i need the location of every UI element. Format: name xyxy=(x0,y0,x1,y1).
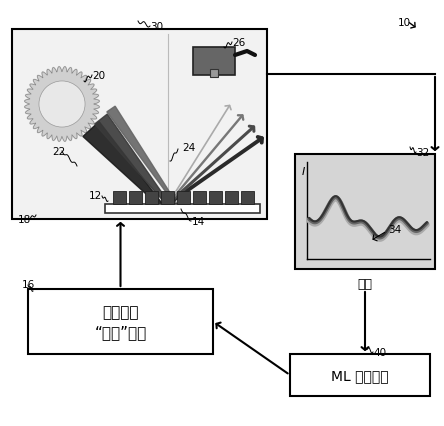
Polygon shape xyxy=(83,122,162,206)
Text: 26: 26 xyxy=(232,38,245,48)
Bar xyxy=(161,192,174,204)
Bar xyxy=(210,70,218,78)
Bar xyxy=(145,192,158,204)
Bar xyxy=(28,289,213,354)
Bar xyxy=(241,192,254,204)
Circle shape xyxy=(39,82,85,128)
Bar xyxy=(193,192,206,204)
Text: 24: 24 xyxy=(182,143,195,153)
Polygon shape xyxy=(107,107,177,205)
Text: 32: 32 xyxy=(416,148,429,158)
Text: I: I xyxy=(302,167,305,177)
Text: ML 建模系统: ML 建模系统 xyxy=(331,368,389,382)
Bar xyxy=(12,30,267,219)
Bar xyxy=(193,48,235,76)
Text: 14: 14 xyxy=(192,216,205,227)
Text: 40: 40 xyxy=(373,347,386,357)
Text: 过程控制: 过程控制 xyxy=(102,304,139,319)
Bar xyxy=(225,192,238,204)
Polygon shape xyxy=(95,115,169,205)
Text: 12: 12 xyxy=(89,190,102,201)
Text: 30: 30 xyxy=(150,22,163,32)
Text: 16: 16 xyxy=(22,279,35,289)
Text: 22: 22 xyxy=(52,147,65,157)
Bar xyxy=(177,192,190,204)
Text: 10: 10 xyxy=(398,18,411,28)
Bar xyxy=(105,204,260,213)
Text: 20: 20 xyxy=(92,71,105,81)
Bar xyxy=(209,192,222,204)
Bar xyxy=(129,192,142,204)
Text: “旋钮”设置: “旋钮”设置 xyxy=(95,324,147,339)
Text: 18: 18 xyxy=(18,215,31,225)
Text: 波长: 波长 xyxy=(357,277,373,290)
Bar xyxy=(295,155,435,269)
Bar xyxy=(113,192,126,204)
Polygon shape xyxy=(24,67,99,142)
Text: 34: 34 xyxy=(388,225,401,234)
Bar xyxy=(290,354,430,396)
